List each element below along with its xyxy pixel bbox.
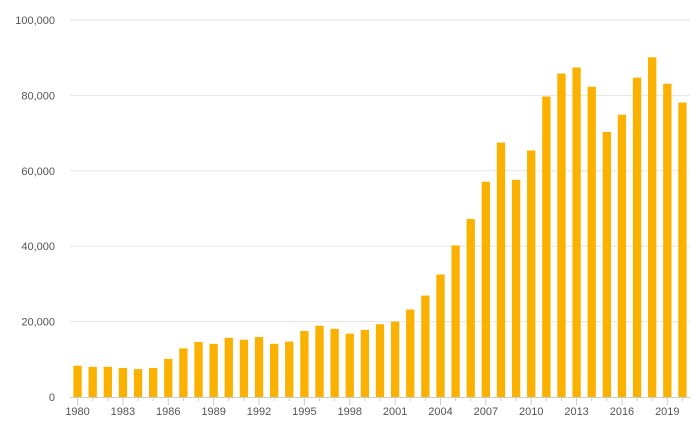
bar-2017: [632, 77, 642, 397]
bar-1982: [103, 366, 112, 397]
bar-2008: [496, 142, 506, 397]
x-tick-label: 1992: [247, 406, 271, 418]
bar-1987: [179, 348, 188, 397]
bar-2005: [451, 245, 460, 397]
bar-1983: [118, 367, 128, 397]
bar-1988: [194, 341, 203, 397]
bar-1999: [360, 329, 370, 397]
x-tick-label: 1980: [65, 406, 89, 418]
y-tick-label: 60,000: [21, 166, 55, 178]
bar-2000: [375, 324, 385, 397]
bar-1981: [88, 366, 97, 397]
y-axis: 0 20,000 40,000 60,000 80,000 100,000: [15, 15, 55, 404]
bar-2010: [527, 150, 536, 397]
bar-2003: [421, 295, 430, 397]
bar-2007: [481, 181, 491, 397]
bar-2012: [557, 73, 566, 397]
bar-1992: [254, 337, 264, 397]
bar-1995: [300, 331, 309, 397]
bar-2011: [542, 96, 551, 397]
bar-1986: [164, 358, 173, 397]
bar-2018: [648, 57, 657, 397]
bar-1998: [345, 333, 354, 397]
x-tick-label: 1995: [292, 406, 316, 418]
x-tick-label: 1998: [338, 406, 362, 418]
bar-2020: [678, 102, 687, 398]
bar-1997: [330, 328, 339, 397]
y-tick-label: 80,000: [21, 90, 55, 102]
bar-1996: [315, 325, 324, 397]
x-tick-label: 2016: [610, 406, 634, 418]
bar-1984: [133, 369, 143, 397]
bar-2015: [602, 131, 611, 397]
x-tick-label: 2001: [383, 406, 407, 418]
y-tick-label: 40,000: [21, 241, 55, 253]
x-tick-label: 2004: [428, 406, 452, 418]
bar-2009: [511, 179, 521, 397]
bar-1994: [285, 341, 294, 397]
bar-1989: [209, 343, 218, 397]
bar-1980: [73, 365, 82, 397]
bar-1990: [224, 337, 233, 397]
bar-2002: [406, 309, 415, 397]
x-axis: 1980 1983 1986 1989 1992 1995 1998 2001 2004 2007…: [65, 397, 690, 418]
bar-2001: [390, 321, 400, 397]
bar-2019: [663, 83, 672, 397]
x-tick-label: 1983: [111, 406, 135, 418]
x-tick-label: 1989: [201, 406, 225, 418]
bar-1991: [239, 339, 249, 397]
bar-2013: [572, 67, 581, 397]
x-tick-label: 2007: [474, 406, 498, 418]
y-tick-label: 20,000: [21, 317, 55, 329]
bar-2004: [436, 274, 445, 397]
bar-2006: [466, 219, 475, 397]
x-tick-label: 2013: [564, 406, 588, 418]
bars: [73, 57, 687, 398]
x-tick-label: 2010: [519, 406, 543, 418]
gridlines: [70, 19, 690, 323]
bar-1985: [149, 367, 158, 397]
bar-2016: [617, 114, 627, 397]
x-tick-label: 2019: [655, 406, 679, 418]
x-tick-label: 1986: [156, 406, 180, 418]
y-tick-label: 0: [49, 392, 55, 404]
bar-2014: [587, 86, 596, 397]
y-tick-label: 100,000: [15, 15, 55, 27]
bar-1993: [269, 343, 279, 397]
